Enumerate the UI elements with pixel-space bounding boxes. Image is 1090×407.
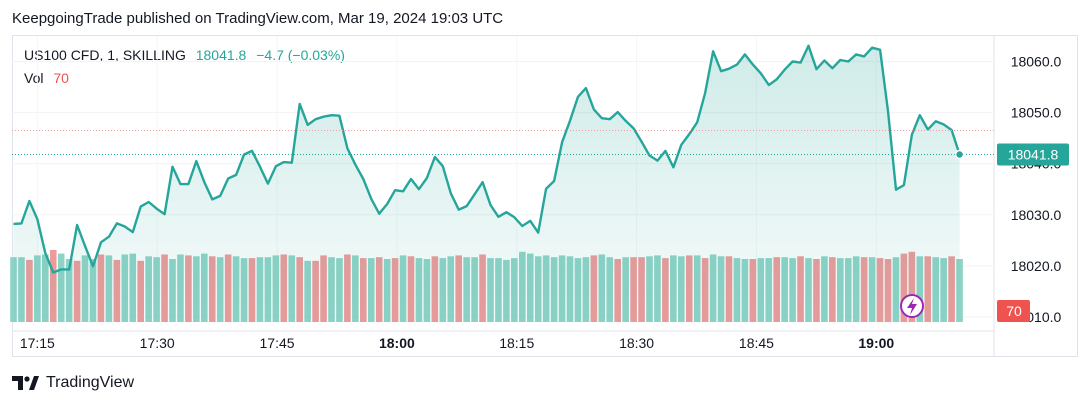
price-change-value: −4.7 (−0.03%)	[256, 47, 345, 63]
brand-name: TradingView	[46, 374, 135, 391]
volume-label[interactable]: Vol	[24, 70, 44, 86]
footer-brand[interactable]: TradingView	[12, 374, 134, 392]
symbol-legend: US100 CFD, 1, SKILLING 18041.8 −4.7 (−0.…	[24, 47, 345, 63]
publisher-line: KeepgoingTrade published on TradingView.…	[12, 10, 504, 27]
volume-value: 70	[53, 70, 69, 86]
symbol-label[interactable]: US100 CFD, 1, SKILLING	[24, 47, 186, 63]
volume-legend: Vol 70	[24, 70, 69, 86]
tradingview-logo-icon	[12, 376, 39, 390]
last-price-value: 18041.8	[195, 47, 247, 63]
chart-frame	[12, 35, 1078, 357]
